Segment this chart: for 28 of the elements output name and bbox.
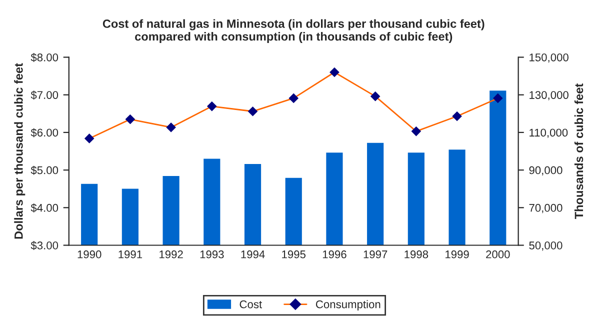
x-tick-label: 1991 [118, 250, 142, 258]
x-tick-label: 1997 [364, 250, 388, 258]
y-tick-label: $4.00 [30, 203, 58, 212]
y-tick-label: $5.00 [30, 166, 58, 175]
y-tick-label: $8.00 [30, 53, 58, 62]
x-tick-label: 1994 [241, 250, 265, 258]
y-tick-label: $7.00 [30, 90, 58, 100]
y2-tick-label: 90,000 [529, 166, 562, 176]
y2-tick-label: 50,000 [529, 242, 562, 251]
y2-tick-label: 150,000 [530, 53, 568, 63]
y-tick-label: $6.00 [30, 128, 58, 138]
chart-title: Cost of natural gas in Minnesota (in dollars per thousand cubic feet) compared with consumption (in thousands of cubic feet) [102, 19, 484, 44]
x-tick-label: 1998 [404, 250, 428, 258]
x-tick-label: 1993 [200, 250, 224, 258]
x-tick-label: 1990 [78, 250, 102, 258]
y2-axis-title: Thousands of cubic feet [574, 83, 584, 219]
x-tick-label: 1992 [160, 250, 183, 258]
x-tick-label: 1996 [322, 250, 346, 258]
y-axis-title: Dollars per thousand cubic feet [14, 63, 26, 239]
x-tick-label: 2000 [486, 250, 510, 258]
y2-tick-label: 130,000 [530, 91, 568, 100]
y-tick-label: $3.00 [30, 241, 58, 250]
x-tick-label: 1999 [446, 250, 469, 258]
legend-label: Consumption [316, 300, 380, 310]
y2-tick-label: 70,000 [529, 204, 562, 214]
y2-tick-label: 110,000 [530, 128, 568, 138]
x-tick-label: 1995 [282, 250, 306, 258]
legend-label: Cost [240, 300, 262, 308]
